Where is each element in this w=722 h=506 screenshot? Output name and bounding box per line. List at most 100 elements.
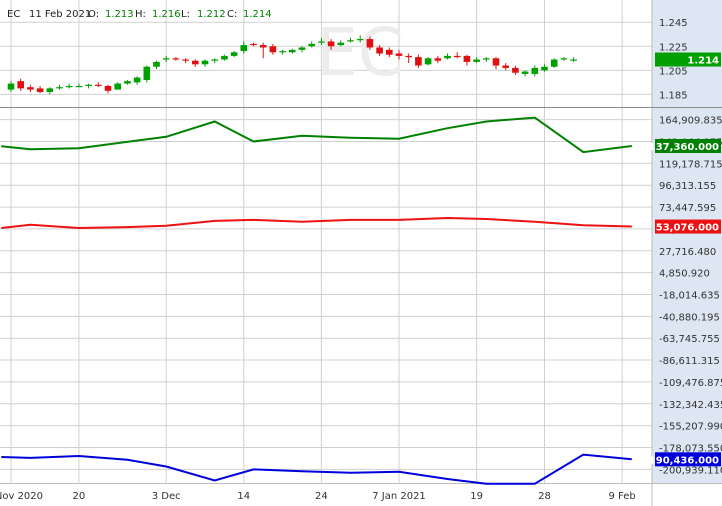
series-line-cot_green bbox=[1, 116, 632, 154]
price-ticks: 1.245 1.225 1.205 1.185 bbox=[659, 18, 688, 101]
indicator-tick-label: 27,716.480 bbox=[659, 247, 716, 258]
last-value-text: 53,076.000 bbox=[656, 223, 719, 234]
price-axis-panel[interactable] bbox=[652, 0, 722, 483]
time-tick-label: 9 Feb bbox=[608, 491, 635, 502]
last-value-tag bbox=[655, 452, 721, 467]
candle-body bbox=[473, 59, 480, 62]
indicator-tick-label: -18,014.635 bbox=[659, 290, 720, 301]
candle-body bbox=[570, 59, 577, 61]
candle-body bbox=[541, 66, 548, 71]
candle-body bbox=[153, 61, 160, 67]
candle-body bbox=[327, 41, 335, 47]
time-tick-label: 14 bbox=[237, 491, 250, 502]
low-value: 1.212 bbox=[197, 9, 226, 20]
high-value: 1.216 bbox=[152, 9, 181, 20]
time-ticks: 11 Nov 2020 20 3 Dec 14 24 7 Jan 2021 19 28 9 Fe… bbox=[0, 491, 636, 502]
candle-body bbox=[560, 58, 568, 60]
time-tick-label: 19 bbox=[470, 491, 483, 502]
candle-body bbox=[143, 66, 151, 80]
time-tick-label: 24 bbox=[315, 491, 328, 502]
indicator-tick-label: -109,476.875 bbox=[659, 378, 722, 389]
indicator-tick-label: -155,207.990 bbox=[659, 422, 722, 433]
time-tick-label: 7 Jan 2021 bbox=[372, 491, 426, 502]
candle-body bbox=[386, 49, 393, 55]
candle-body bbox=[192, 60, 199, 65]
indicator-tick-label: -86,611.315 bbox=[659, 356, 720, 367]
candle-body bbox=[318, 41, 325, 43]
candle-body bbox=[337, 42, 345, 46]
indicator-tick-label: -200,939.110 bbox=[659, 465, 722, 476]
candle-body bbox=[298, 47, 306, 50]
candle-body bbox=[85, 84, 92, 86]
candle-body bbox=[550, 59, 558, 67]
candle-body bbox=[502, 65, 509, 68]
indicator-tick-label: 164,909.835 bbox=[659, 116, 722, 127]
candle-body bbox=[46, 88, 54, 92]
last-value-text: 137,360.000 bbox=[649, 142, 719, 153]
candle-body bbox=[521, 71, 529, 74]
candle-body bbox=[56, 87, 63, 89]
candle-body bbox=[347, 40, 354, 42]
series-line-cot_blue bbox=[1, 453, 632, 485]
candle-body bbox=[65, 85, 73, 88]
candle-body bbox=[463, 55, 471, 62]
last-value-text: 1.214 bbox=[687, 56, 719, 67]
last-value-tag bbox=[655, 138, 721, 153]
time-tick-label: 3 Dec bbox=[152, 491, 181, 502]
candle-body bbox=[453, 55, 461, 58]
candle-body bbox=[221, 55, 228, 60]
price-tick-label: 1.185 bbox=[659, 90, 688, 101]
candle-body bbox=[308, 43, 315, 47]
candle-body bbox=[376, 47, 383, 54]
last-value-labels: 1.214 137,360.000 53,076.000 -190,436.000 bbox=[645, 52, 721, 467]
close-label: C: bbox=[227, 9, 237, 20]
indicator-tick-label: -63,745.755 bbox=[659, 334, 720, 345]
candle-body bbox=[211, 59, 218, 61]
indicator-tick-label: -132,342.435 bbox=[659, 400, 722, 411]
candle-body bbox=[405, 55, 412, 58]
last-value-tag bbox=[655, 52, 721, 67]
series-line-cot_red bbox=[1, 216, 632, 230]
indicator-ticks: 164,909.835142,044.875119,178.71596,313.… bbox=[659, 116, 722, 477]
candle-body bbox=[201, 60, 209, 65]
cot-lines bbox=[1, 116, 632, 485]
candle-body bbox=[17, 81, 24, 89]
candle-body bbox=[356, 39, 364, 41]
open-label: O: bbox=[88, 9, 99, 20]
high-label: H: bbox=[135, 9, 146, 20]
candle-body bbox=[124, 81, 131, 84]
price-tick-label: 1.205 bbox=[659, 66, 688, 77]
last-value-text: -190,436.000 bbox=[645, 455, 719, 466]
time-tick-label: 11 Nov 2020 bbox=[0, 491, 43, 502]
candle-body bbox=[366, 39, 374, 48]
price-tick-label: 1.245 bbox=[659, 18, 688, 29]
ohlc-header: EC 11 Feb 2021 O: 1.213 H: 1.216 L: 1.21… bbox=[7, 9, 272, 20]
open-value: 1.213 bbox=[105, 9, 134, 20]
low-label: L: bbox=[181, 9, 190, 20]
close-value: 1.214 bbox=[243, 9, 272, 20]
candle-body bbox=[36, 88, 44, 92]
candle-body bbox=[444, 55, 451, 59]
candle-body bbox=[289, 49, 296, 53]
candle-body bbox=[483, 58, 490, 60]
candle-body bbox=[230, 52, 238, 56]
candle-body bbox=[250, 43, 257, 46]
candles bbox=[7, 35, 577, 95]
candle-body bbox=[7, 83, 15, 90]
candle-body bbox=[531, 67, 539, 74]
candle-body bbox=[162, 58, 170, 60]
price-tick-label: 1.225 bbox=[659, 42, 688, 53]
candle-body bbox=[172, 58, 180, 60]
candle-body bbox=[240, 45, 248, 52]
candle-body bbox=[415, 57, 422, 66]
indicator-tick-label: 4,850.920 bbox=[659, 269, 710, 280]
grid bbox=[0, 0, 652, 483]
candle-body bbox=[512, 67, 519, 73]
indicator-tick-label: -178,073.550 bbox=[659, 443, 722, 454]
candle-body bbox=[75, 85, 83, 88]
time-tick-label: 20 bbox=[73, 491, 86, 502]
candle-body bbox=[182, 59, 189, 61]
candle-body bbox=[114, 83, 121, 90]
date-label: 11 Feb 2021 bbox=[29, 9, 91, 20]
